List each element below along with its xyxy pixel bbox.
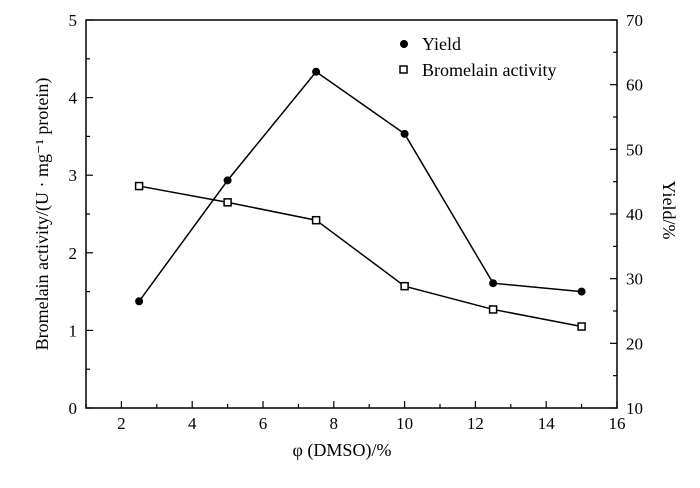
- y-right-tick-label: 50: [626, 140, 643, 159]
- series-lines: [138, 70, 582, 328]
- bromelain-activity-point: [134, 181, 144, 191]
- y-left-tick-label: 5: [69, 11, 78, 30]
- yield-point: [577, 287, 586, 296]
- x-tick-label: 6: [259, 414, 268, 433]
- x-tick-label: 14: [538, 414, 556, 433]
- yield-point: [489, 279, 498, 288]
- y-axis-right-label: Yield/%: [659, 181, 679, 240]
- series-line-yield: [138, 70, 582, 302]
- yield-point: [312, 67, 321, 76]
- tick-marks: [85, 19, 618, 409]
- bromelain-activity-point: [223, 198, 232, 207]
- y-right-tick-label: 70: [626, 11, 643, 30]
- y-left-tick-label: 3: [69, 166, 78, 185]
- series-points: [134, 67, 586, 331]
- yield-point: [135, 297, 144, 306]
- legend-activity-marker: [399, 65, 408, 74]
- legend-yield-marker: [400, 40, 408, 48]
- x-tick-label: 4: [188, 414, 197, 433]
- legend: Yield Bromelain activity: [399, 34, 556, 80]
- legend-yield-label: Yield: [422, 34, 461, 54]
- y-axis-left-label: Bromelain activity/(U · mg⁻¹ protein): [32, 78, 53, 351]
- y-right-tick-label: 20: [626, 334, 643, 353]
- bromelain-activity-point: [311, 215, 321, 225]
- y-left-tick-label: 1: [69, 321, 78, 340]
- y-left-tick-label: 0: [69, 399, 78, 418]
- bromelain-activity-point: [400, 281, 409, 291]
- y-left-tick-label: 4: [69, 89, 78, 108]
- x-tick-label: 16: [609, 414, 626, 433]
- bromelain-activity-point: [577, 322, 586, 331]
- y-right-tick-label: 60: [626, 76, 643, 95]
- x-tick-label: 10: [396, 414, 413, 433]
- legend-activity-label: Bromelain activity: [422, 60, 556, 80]
- y-right-tick-label: 30: [626, 270, 643, 289]
- x-tick-label: 12: [467, 414, 484, 433]
- yield-point: [223, 176, 232, 185]
- x-tick-label: 8: [330, 414, 339, 433]
- series-line-bromelain-activity: [138, 185, 582, 328]
- yield-point: [400, 129, 409, 138]
- x-tick-label: 2: [117, 414, 126, 433]
- y-left-tick-label: 2: [69, 244, 78, 263]
- y-right-tick-label: 10: [626, 399, 643, 418]
- y-right-tick-label: 40: [626, 205, 643, 224]
- bromelain-activity-point: [488, 305, 498, 314]
- x-axis-label: φ (DMSO)/%: [293, 440, 392, 461]
